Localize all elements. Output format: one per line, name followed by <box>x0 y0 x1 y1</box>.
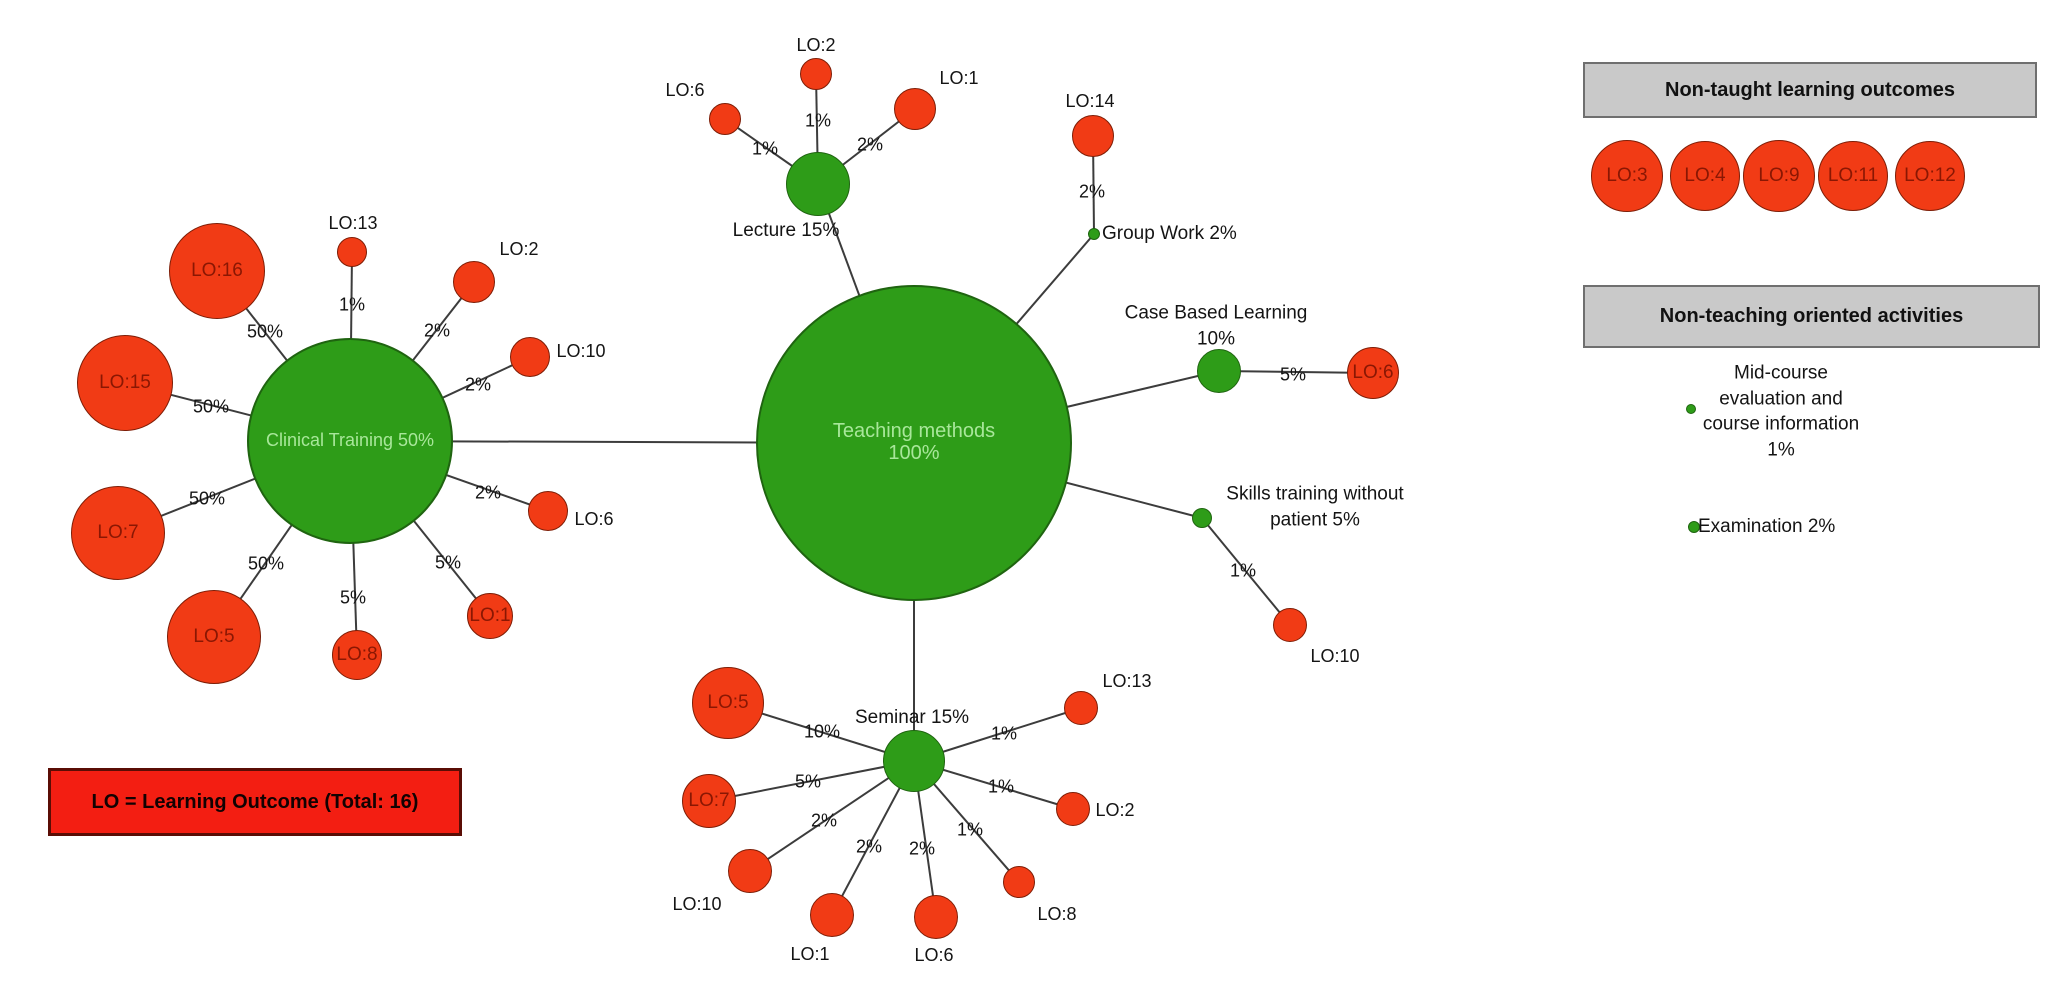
edge-label-seminar-lo13s: 1% <box>990 723 1018 744</box>
label-lecture: Lecture 15% <box>732 220 840 242</box>
node-lo12: LO:12 <box>1895 141 1965 211</box>
edge-label-clinical-lo10c: 2% <box>464 374 492 395</box>
edge-label-lecture-lo2l: 1% <box>804 110 832 131</box>
edge-label-clinical-lo15: 50% <box>192 396 230 417</box>
node-lo8s <box>1003 866 1035 898</box>
legend-non-teaching-title: Non-teaching oriented activities <box>1659 305 1964 327</box>
node-clinical: Clinical Training 50% <box>247 338 453 544</box>
node-lo5s: LO:5 <box>692 667 764 739</box>
label-lo10sem: LO:10 <box>672 893 722 914</box>
node-lo1s <box>810 893 854 937</box>
edge-label-seminar-lo6s: 2% <box>908 838 936 859</box>
node-lo5c: LO:5 <box>167 590 261 684</box>
node-lo7c: LO:7 <box>71 486 165 580</box>
label-lo8s: LO:8 <box>1037 903 1077 924</box>
edge-label-seminar-lo7s: 5% <box>794 771 822 792</box>
label-lo1s: LO:1 <box>790 943 830 964</box>
label-lo2c: LO:2 <box>499 238 539 259</box>
edge-label-clinical-lo13c: 1% <box>338 294 366 315</box>
label-seminar: Seminar 15% <box>854 707 970 729</box>
node-lo2l <box>800 58 832 90</box>
node-cbl <box>1197 349 1241 393</box>
edge-label-clinical-lo16: 50% <box>246 321 284 342</box>
label-lo2s: LO:2 <box>1095 799 1135 820</box>
node-lo7s: LO:7 <box>682 774 736 828</box>
node-skills <box>1192 508 1212 528</box>
label-cbl: Case Based Learning 10% <box>1124 302 1308 349</box>
label-lo2l: LO:2 <box>796 34 836 55</box>
edge-label-clinical-lo8c: 5% <box>339 587 367 608</box>
note-box: LO = Learning Outcome (Total: 16) <box>48 768 462 836</box>
node-lo13c <box>337 237 367 267</box>
edge-seminar-lo7s <box>708 760 915 802</box>
node-lo4: LO:4 <box>1670 141 1740 211</box>
edge-label-seminar-lo2s: 1% <box>987 776 1015 797</box>
edge-label-seminar-lo10sem: 2% <box>810 810 838 831</box>
node-lo10c <box>510 337 550 377</box>
edge-label-skills-lo10s: 1% <box>1229 560 1257 581</box>
node-lo14 <box>1072 115 1114 157</box>
label-lo1l: LO:1 <box>939 67 979 88</box>
legend-non-teaching-box: Non-teaching oriented activities <box>1583 285 2040 348</box>
node-lo10sem <box>728 849 772 893</box>
node-lo10s <box>1273 608 1307 642</box>
node-lo3: LO:3 <box>1591 140 1663 212</box>
node-midcourse <box>1686 404 1696 414</box>
legend-non-taught-title: Non-taught learning outcomes <box>1665 78 1955 101</box>
node-lecture <box>786 152 850 216</box>
node-lo13s <box>1064 691 1098 725</box>
label-skills: Skills training without patient 5% <box>1226 483 1404 530</box>
edge-label-seminar-lo5s: 10% <box>803 721 841 742</box>
edge-label-lecture-lo6l: 1% <box>751 138 779 159</box>
node-lo16: LO:16 <box>169 223 265 319</box>
node-lo6l <box>709 103 741 135</box>
node-lo2s <box>1056 792 1090 826</box>
node-groupwork <box>1088 228 1100 240</box>
label-lo13c: LO:13 <box>328 212 378 233</box>
edge-label-cbl-lo6cb: 5% <box>1279 364 1307 385</box>
label-lo10c: LO:10 <box>556 340 606 361</box>
node-lo8c: LO:8 <box>332 630 382 680</box>
node-lo6s <box>914 895 958 939</box>
edge-label-seminar-lo1s: 2% <box>855 836 883 857</box>
label-lo6s: LO:6 <box>914 944 954 965</box>
node-lo15: LO:15 <box>77 335 173 431</box>
label-lo10s: LO:10 <box>1310 645 1360 666</box>
edge-label-clinical-lo2c: 2% <box>423 320 451 341</box>
node-teaching: Teaching methods 100% <box>756 285 1072 601</box>
note-box-text: LO = Learning Outcome (Total: 16) <box>91 790 419 813</box>
label-groupwork: Group Work 2% <box>1102 223 1237 245</box>
edge-seminar-lo10sem <box>749 760 915 872</box>
label-lo6l: LO:6 <box>665 79 705 100</box>
legend-non-taught-box: Non-taught learning outcomes <box>1583 62 2037 118</box>
label-lo14: LO:14 <box>1065 90 1115 111</box>
edge-label-lecture-lo1l: 2% <box>856 134 884 155</box>
node-lo11: LO:11 <box>1818 141 1888 211</box>
label-lo13s: LO:13 <box>1102 670 1152 691</box>
node-lo2c <box>453 261 495 303</box>
label-lo6c: LO:6 <box>574 508 614 529</box>
edge-label-seminar-lo8s: 1% <box>956 819 984 840</box>
node-seminar <box>883 730 945 792</box>
node-lo9: LO:9 <box>1743 140 1815 212</box>
node-lo6c <box>528 491 568 531</box>
edge-label-clinical-lo1c: 5% <box>434 552 462 573</box>
edge-skills-lo10s <box>1201 517 1291 626</box>
node-lo1l <box>894 88 936 130</box>
node-lo1c: LO:1 <box>467 593 513 639</box>
label-midcourse: Mid-course evaluation and course informa… <box>1702 362 1860 461</box>
edge-label-clinical-lo6c: 2% <box>474 482 502 503</box>
label-exam: Examination 2% <box>1698 516 1836 538</box>
edge-label-clinical-lo7c: 50% <box>188 488 226 509</box>
edge-label-groupwork-lo14: 2% <box>1078 181 1106 202</box>
node-exam <box>1688 521 1700 533</box>
edge-label-clinical-lo5c: 50% <box>247 553 285 574</box>
node-lo6cb: LO:6 <box>1347 347 1399 399</box>
